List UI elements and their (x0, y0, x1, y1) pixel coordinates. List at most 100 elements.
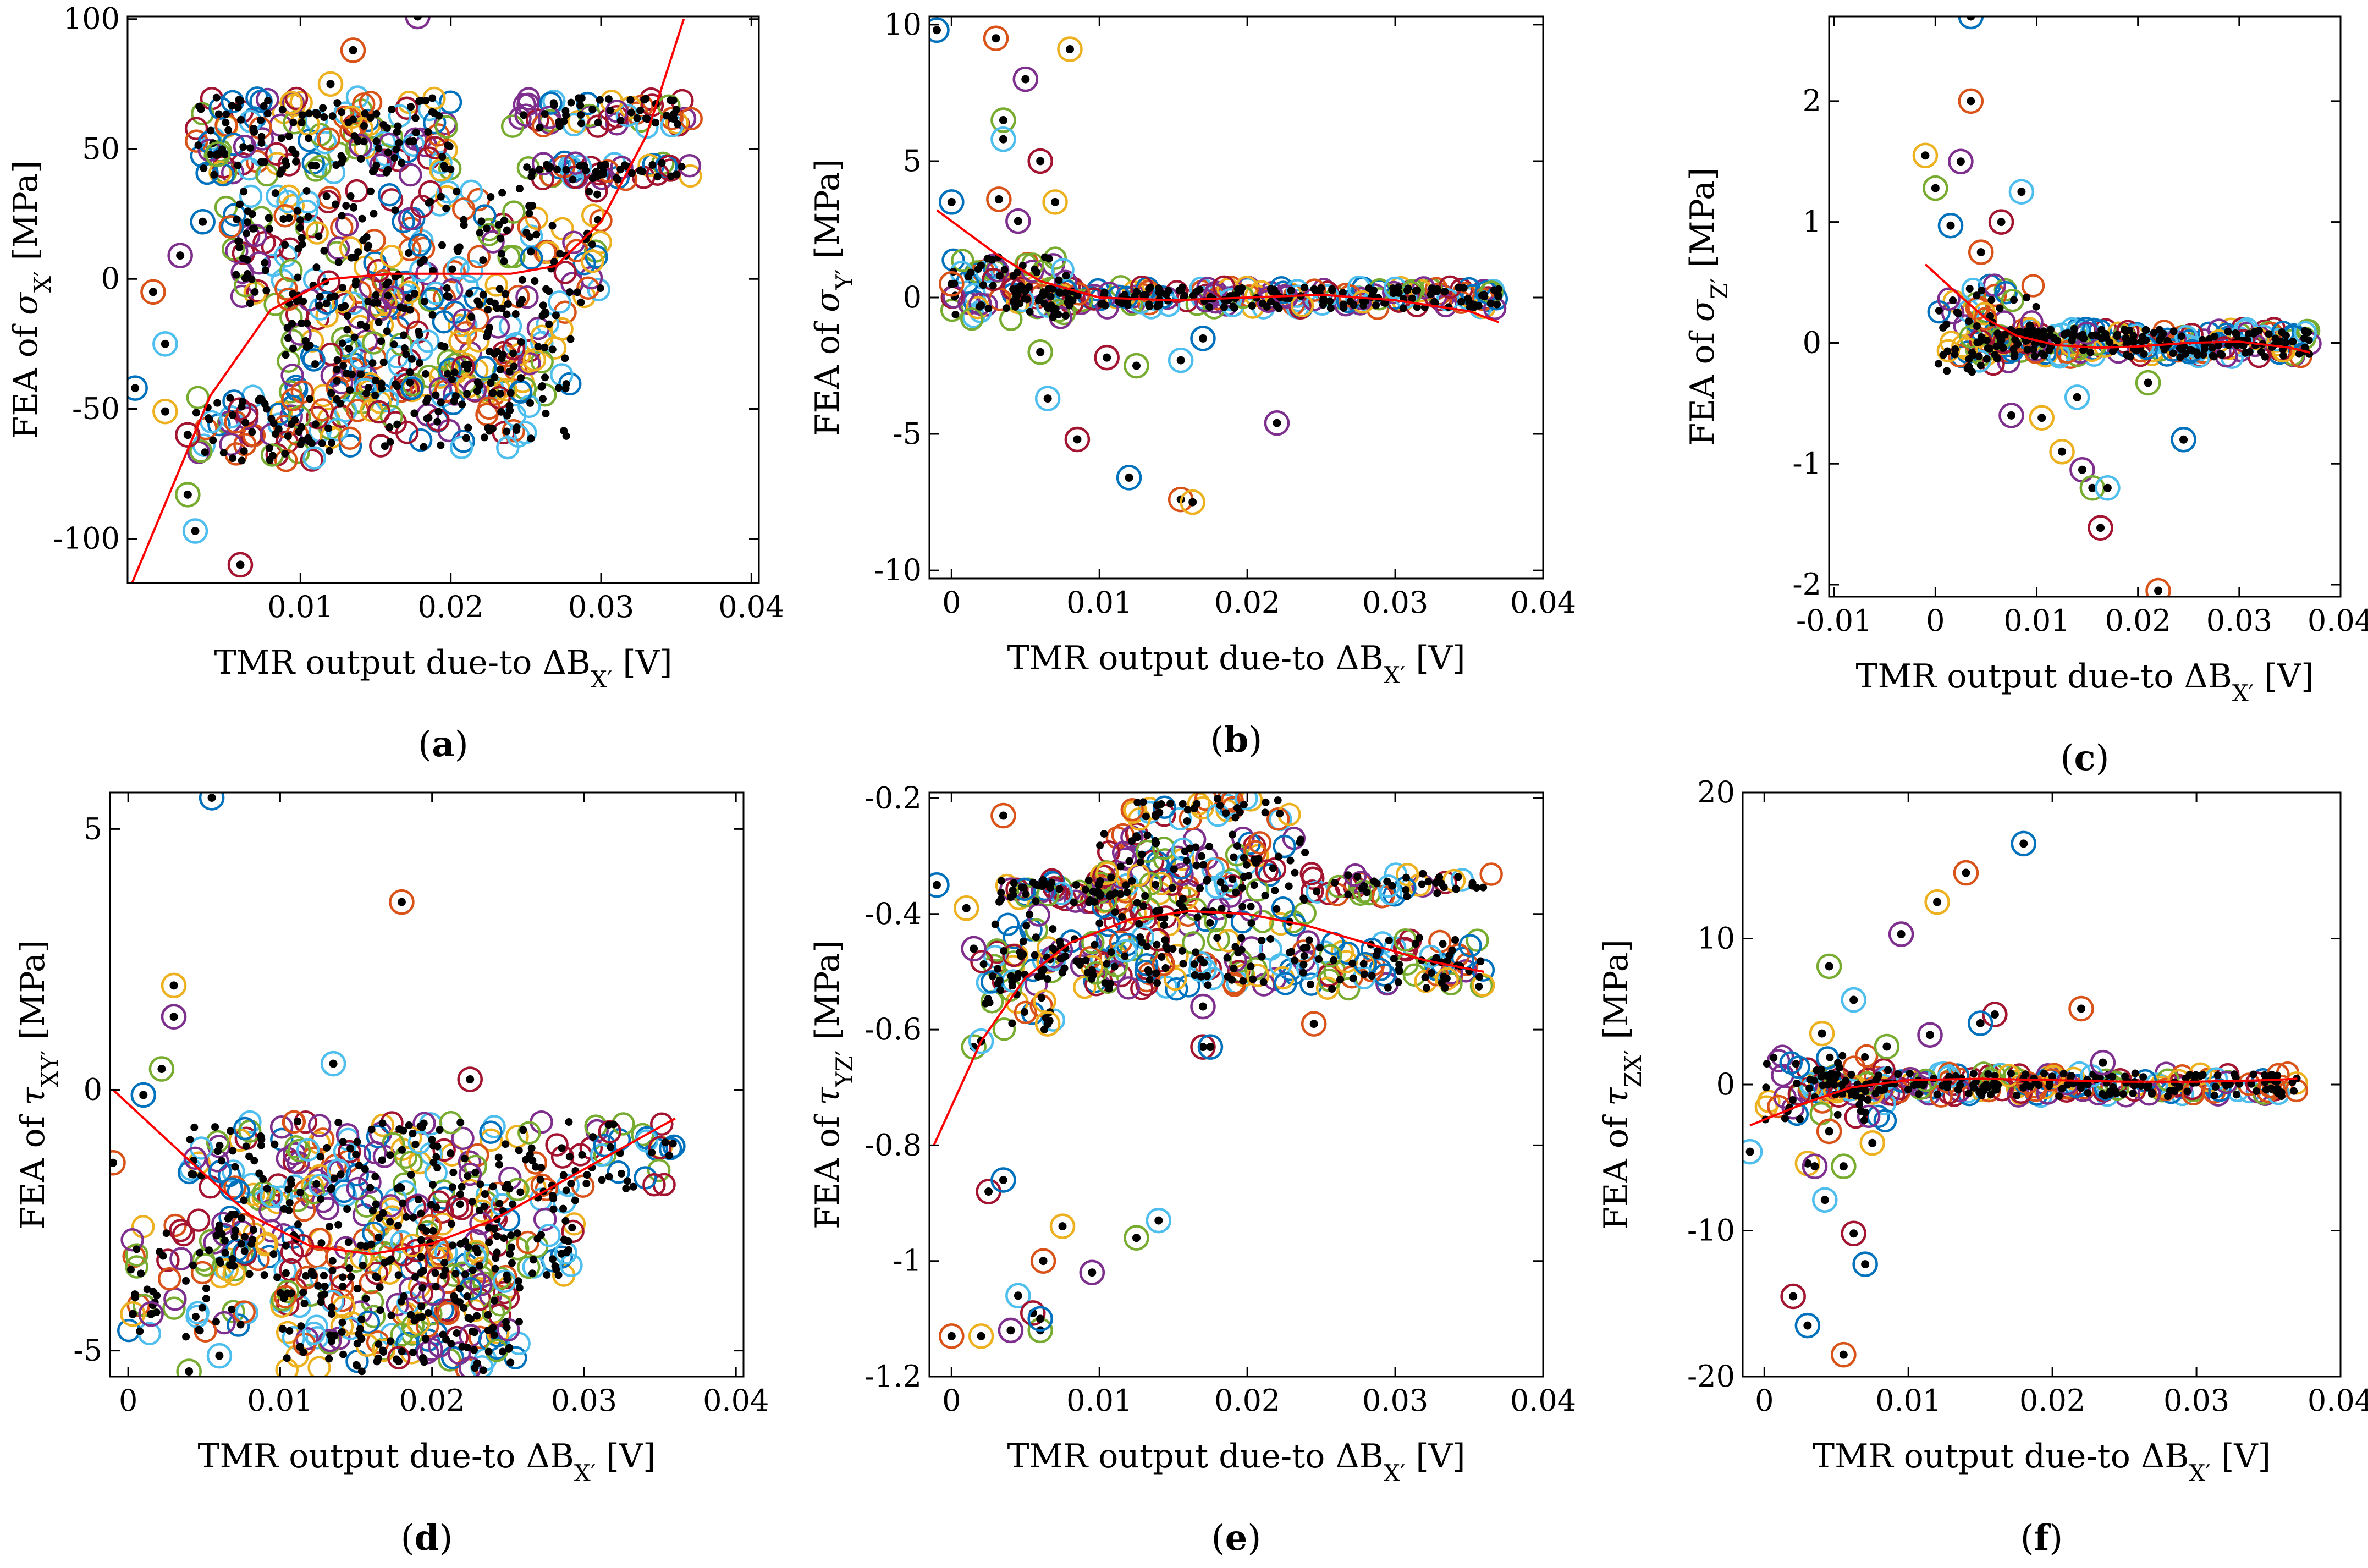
data-point (207, 126, 215, 135)
data-point (1043, 394, 1052, 403)
x-tick-label: 0.04 (718, 590, 784, 624)
data-point-ring (539, 91, 563, 115)
data-point-ring (502, 337, 526, 361)
data-point (190, 1123, 199, 1131)
y-tick-label: -100 (53, 521, 120, 556)
data-point-ring (436, 1301, 460, 1325)
data-point (1048, 944, 1056, 953)
data-point (1847, 1070, 1855, 1079)
data-point (1381, 299, 1390, 307)
data-point (1031, 265, 1039, 273)
data-point-ring (257, 1245, 281, 1268)
data-point (2247, 1080, 2255, 1088)
data-point-ring (355, 376, 379, 400)
data-point-ring (679, 107, 703, 130)
data-point (1389, 289, 1397, 298)
data-point (464, 1172, 472, 1180)
data-point (515, 1146, 523, 1154)
data-point-ring (152, 398, 178, 425)
x-tick-label: 0.01 (1066, 585, 1132, 620)
data-point (1186, 844, 1194, 852)
data-point-ring (513, 377, 537, 400)
data-point (409, 1213, 417, 1222)
data-point (417, 1253, 425, 1261)
data-point (1395, 289, 1403, 297)
data-point (1999, 344, 2007, 353)
xlabel-text: TMR output due-to (214, 643, 542, 682)
data-point (1427, 969, 1435, 977)
xlabel-sub: X′ (574, 1460, 596, 1487)
data-point (523, 163, 531, 172)
data-point-ring (983, 25, 1009, 51)
data-point (325, 1355, 333, 1363)
data-point (1992, 342, 2001, 350)
data-point (1433, 889, 1441, 898)
data-marks (128, 16, 703, 583)
data-point-ring (287, 1138, 311, 1163)
data-point (133, 1245, 141, 1253)
data-point (1103, 960, 1111, 968)
data-point (589, 1133, 597, 1141)
data-point (169, 1013, 178, 1021)
data-point (484, 1326, 492, 1334)
y-tick-label: -10 (874, 553, 922, 587)
data-point (1969, 1070, 1978, 1078)
data-point (2275, 1090, 2283, 1098)
data-point-ring (1360, 959, 1384, 983)
data-point (1874, 1071, 1882, 1080)
data-point (578, 1151, 586, 1159)
data-point (1868, 1138, 1877, 1147)
data-point (502, 1140, 510, 1148)
data-point (979, 960, 988, 969)
data-point (531, 277, 539, 285)
data-point-ring (1854, 1044, 1879, 1068)
data-point (110, 1158, 118, 1167)
data-point (1935, 360, 1943, 368)
data-point (1189, 291, 1197, 300)
data-point (257, 133, 266, 141)
data-point (390, 154, 399, 162)
data-point-ring (432, 1186, 456, 1210)
data-point (1266, 298, 1275, 306)
data-point (250, 1157, 258, 1165)
data-point (250, 128, 258, 136)
data-point (349, 115, 357, 124)
data-point (1967, 16, 1975, 21)
data-point (2031, 352, 2039, 360)
data-point (242, 1142, 250, 1151)
data-point-ring (295, 1266, 319, 1290)
data-point-ring (302, 446, 326, 470)
panel-paren-close: ) (455, 724, 469, 765)
data-point (1089, 971, 1097, 979)
data-point (161, 407, 169, 416)
data-point-ring (571, 1174, 595, 1198)
data-point (2282, 331, 2290, 339)
data-point (422, 398, 431, 406)
data-point (518, 276, 526, 284)
data-point (2193, 351, 2201, 359)
data-point (1196, 285, 1204, 294)
data-point (410, 290, 418, 298)
data-point (196, 1327, 204, 1335)
data-point (293, 207, 301, 215)
data-point (394, 122, 402, 130)
data-point (1880, 1086, 1888, 1094)
data-marks (1912, 16, 2322, 597)
data-point (509, 1200, 517, 1208)
data-point (2088, 483, 2097, 492)
data-point (506, 389, 515, 397)
data-point-ring (1190, 1034, 1216, 1060)
data-point (374, 1354, 382, 1362)
data-point (1451, 936, 1460, 944)
data-point (328, 1303, 336, 1312)
data-point (1339, 300, 1347, 309)
data-point-ring (2293, 321, 2317, 345)
data-point (276, 1289, 284, 1297)
data-point-ring (607, 1160, 630, 1184)
data-point (317, 1291, 326, 1300)
data-point (231, 1163, 239, 1171)
data-point-ring (522, 348, 547, 372)
data-point (1132, 1234, 1141, 1242)
data-point (2209, 351, 2217, 360)
data-point (1116, 862, 1125, 871)
